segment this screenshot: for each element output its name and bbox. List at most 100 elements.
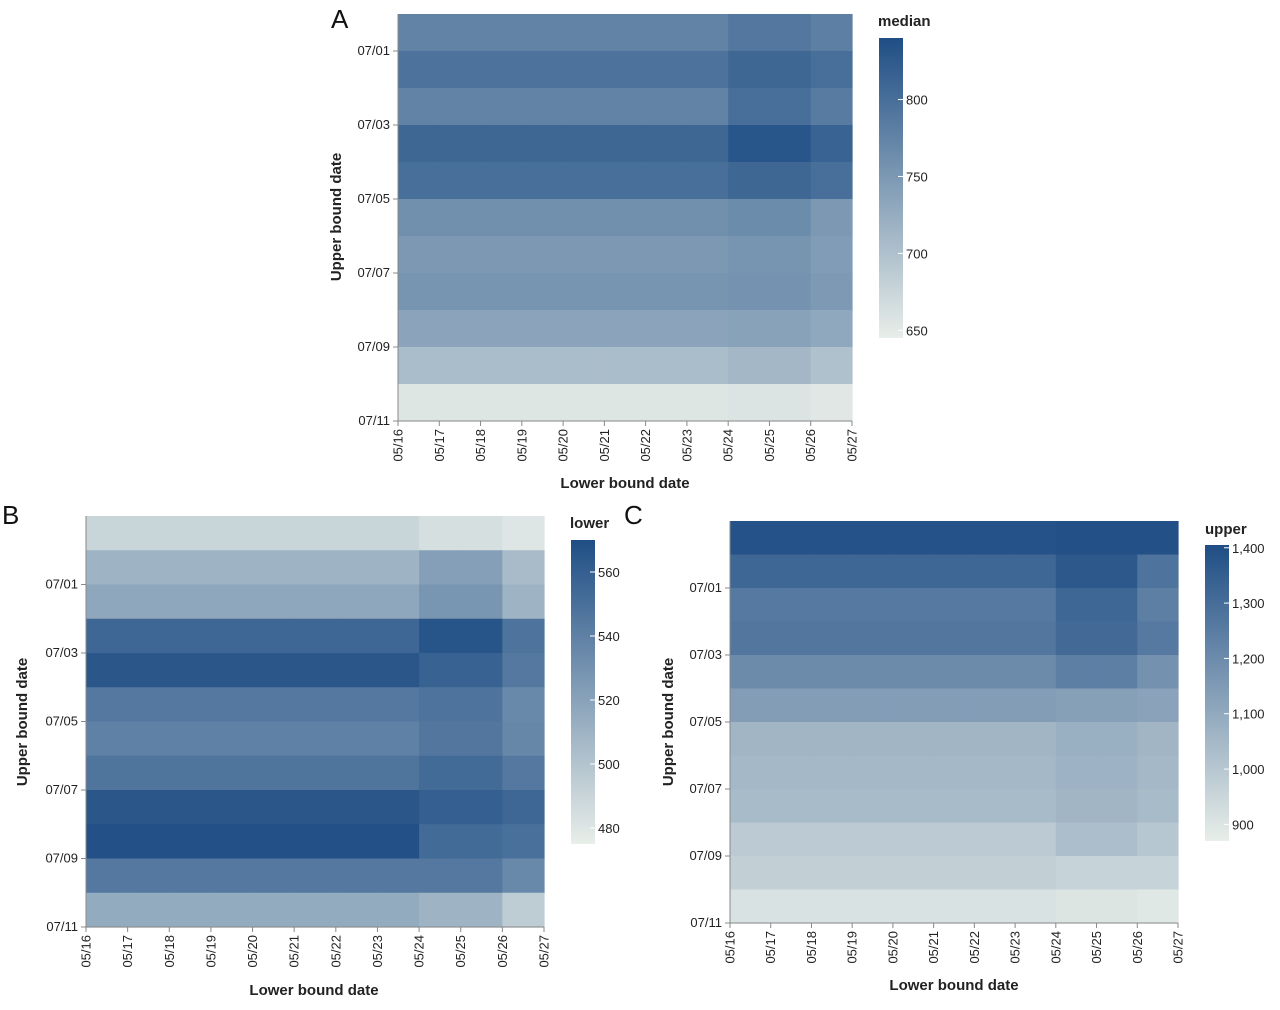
heatmap-cell xyxy=(645,310,688,348)
heatmap-cell xyxy=(1015,588,1057,623)
x-tick-label: 05/22 xyxy=(328,935,343,968)
heatmap-cell xyxy=(398,88,440,126)
heatmap-cell xyxy=(460,790,503,825)
heatmap-cell xyxy=(645,273,688,311)
x-tick-label: 05/25 xyxy=(453,935,468,968)
heatmap-cell xyxy=(810,51,853,89)
heatmap-cell xyxy=(502,653,545,688)
heatmap-cell xyxy=(439,51,482,89)
heatmap-cell xyxy=(852,688,894,723)
heatmap-cell xyxy=(811,554,853,589)
heatmap-cell xyxy=(770,554,813,589)
heatmap-cell xyxy=(728,162,771,200)
heatmap-cell xyxy=(1055,521,1098,556)
y-tick-label: 07/01 xyxy=(357,43,390,58)
heatmap-cell xyxy=(933,588,975,623)
heatmap-cell xyxy=(439,88,482,126)
heatmap-cell xyxy=(419,892,462,928)
panel-a-legend-title: median xyxy=(878,13,931,30)
heatmap-cell xyxy=(502,687,545,723)
heatmap-cell xyxy=(502,516,545,551)
heatmap-cell xyxy=(169,721,212,757)
heatmap-cell xyxy=(335,721,379,757)
heatmap-cell xyxy=(892,755,935,790)
heatmap-cell xyxy=(811,789,853,824)
panel-c-legend-ticks: 900 1,000 1,100 1,200 1,300 1,400 xyxy=(1224,541,1265,832)
panel-c-x-axis-title: Lower bound date xyxy=(889,977,1018,994)
panel-a-x-ticks: 05/16 05/17 05/18 05/19 05/20 05/21 05/22 05/23… xyxy=(391,420,860,462)
panel-b-legend-bar xyxy=(571,540,595,844)
x-tick-label: 05/24 xyxy=(721,429,736,462)
heatmap-cell xyxy=(770,588,813,623)
heatmap-cell xyxy=(521,236,564,274)
y-tick-label: 07/09 xyxy=(357,339,390,354)
heatmap-cell xyxy=(419,824,462,860)
heatmap-cell xyxy=(294,790,337,825)
heatmap-cell xyxy=(769,347,812,385)
legend-tick-label: 1,200 xyxy=(1232,651,1265,666)
heatmap-cell xyxy=(604,88,647,126)
panel-b-y-axis-title: Upper bound date xyxy=(14,658,31,786)
heatmap-cell xyxy=(1015,521,1057,556)
panel-c-letter: C xyxy=(624,500,643,530)
heatmap-cell xyxy=(335,618,379,654)
heatmap-cell xyxy=(127,653,170,688)
heatmap-cell xyxy=(728,199,771,237)
heatmap-cell xyxy=(480,310,523,348)
legend-tick-label: 500 xyxy=(598,757,620,772)
x-tick-label: 05/27 xyxy=(537,935,552,968)
heatmap-cell xyxy=(419,584,462,620)
panel-c-x-ticks: 05/16 05/17 05/18 05/19 05/20 05/21 05/22 05/23… xyxy=(723,922,1186,964)
heatmap-cell xyxy=(770,521,813,556)
heatmap-cell xyxy=(604,384,647,422)
x-tick-label: 05/24 xyxy=(412,935,427,968)
heatmap-cell xyxy=(252,618,295,654)
heatmap-cell xyxy=(811,722,853,757)
heatmap-cell xyxy=(502,790,545,825)
heatmap-cell xyxy=(645,125,688,163)
heatmap-cell xyxy=(127,516,170,551)
heatmap-cell xyxy=(377,618,420,654)
heatmap-cell xyxy=(1137,688,1179,723)
heatmap-cell xyxy=(770,755,813,790)
heatmap-cell xyxy=(252,687,295,723)
heatmap-cell xyxy=(127,550,170,586)
heatmap-cell xyxy=(169,516,212,551)
heatmap-cell xyxy=(728,51,771,89)
heatmap-cell xyxy=(502,892,545,928)
heatmap-cell xyxy=(1055,856,1098,891)
heatmap-cell xyxy=(439,199,482,237)
heatmap-cell xyxy=(810,347,853,385)
heatmap-cell xyxy=(294,687,337,723)
heatmap-cell xyxy=(210,858,254,894)
heatmap-cell xyxy=(335,755,379,791)
heatmap-cell xyxy=(439,236,482,274)
heatmap-cell xyxy=(604,347,647,385)
heatmap-cell xyxy=(686,125,729,163)
heatmap-cell xyxy=(563,273,605,311)
legend-tick-label: 560 xyxy=(598,565,620,580)
heatmap-cell xyxy=(686,236,729,274)
heatmap-cell xyxy=(480,347,523,385)
x-tick-label: 05/19 xyxy=(845,931,860,964)
heatmap-cell xyxy=(521,384,564,422)
heatmap-cell xyxy=(398,347,440,385)
heatmap-cell xyxy=(811,621,853,656)
heatmap-cell xyxy=(419,550,462,586)
heatmap-cell xyxy=(480,125,523,163)
x-tick-label: 05/17 xyxy=(120,935,135,968)
heatmap-cell xyxy=(810,162,853,200)
heatmap-cell xyxy=(563,51,605,89)
heatmap-cell xyxy=(480,14,523,52)
heatmap-cell xyxy=(294,618,337,654)
heatmap-cell xyxy=(1015,621,1057,656)
x-tick-label: 05/16 xyxy=(391,429,406,462)
heatmap-cell xyxy=(645,14,688,52)
heatmap-cell xyxy=(810,236,853,274)
heatmap-cell xyxy=(933,856,975,891)
heatmap-cell xyxy=(210,824,254,860)
heatmap-cell xyxy=(439,162,482,200)
heatmap-cell xyxy=(1096,822,1138,857)
heatmap-cell xyxy=(1055,588,1098,623)
